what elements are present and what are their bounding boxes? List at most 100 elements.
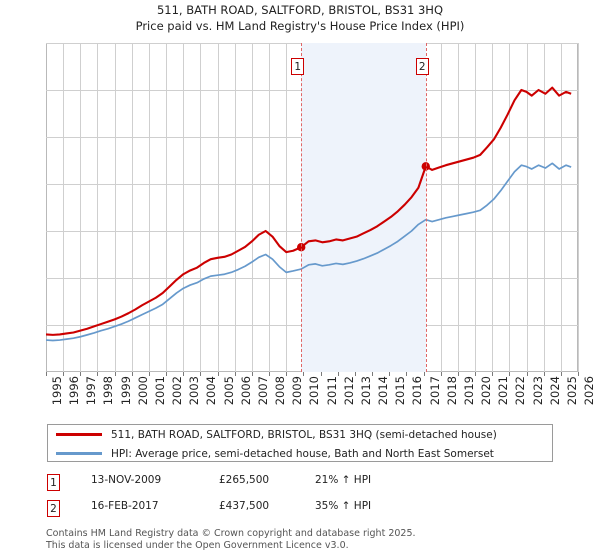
x-axis-tick bbox=[97, 372, 99, 376]
series-line-property bbox=[46, 86, 572, 336]
x-axis-tick bbox=[217, 372, 219, 376]
x-axis-tick-label: 2020 bbox=[479, 376, 494, 406]
x-axis-tick-label: 2022 bbox=[513, 376, 528, 406]
transaction-date: 16-FEB-2017 bbox=[91, 500, 159, 512]
x-axis-tick bbox=[543, 372, 545, 376]
footer-attribution: Contains HM Land Registry data © Crown c… bbox=[46, 528, 586, 551]
transaction-hpi-delta: 21% ↑ HPI bbox=[315, 474, 372, 486]
transaction-price: £265,500 bbox=[219, 474, 270, 486]
gridline-vertical bbox=[131, 43, 133, 372]
gridline-vertical bbox=[543, 43, 545, 372]
x-axis-tick-label: 1999 bbox=[118, 376, 133, 406]
x-axis-tick-label: 2023 bbox=[530, 376, 545, 406]
x-axis-tick bbox=[578, 372, 579, 376]
x-axis-tick bbox=[200, 372, 202, 376]
x-axis-tick-label: 2012 bbox=[341, 376, 356, 406]
transaction-row[interactable]: 1 13-NOV-2009 £265,500 21% ↑ HPI bbox=[47, 474, 527, 492]
x-axis-tick bbox=[423, 372, 425, 376]
legend-label-series2: HPI: Average price, semi-detached house,… bbox=[111, 447, 494, 460]
x-axis-tick bbox=[303, 372, 305, 376]
x-axis-tick bbox=[509, 372, 511, 376]
gridline-vertical bbox=[269, 43, 271, 372]
gridline-vertical bbox=[475, 43, 477, 372]
x-axis-tick bbox=[475, 372, 477, 376]
x-axis-tick-label: 1998 bbox=[101, 376, 116, 406]
x-axis-tick-label: 2025 bbox=[564, 376, 579, 406]
x-axis-tick-label: 2026 bbox=[582, 376, 596, 406]
x-axis-tick bbox=[114, 372, 116, 376]
gridline-vertical bbox=[509, 43, 511, 372]
price-chart bbox=[46, 43, 579, 376]
gridline-vertical bbox=[251, 43, 253, 372]
transaction-marker-line bbox=[425, 43, 427, 372]
x-axis-tick bbox=[372, 372, 374, 376]
legend-label-series1: 511, BATH ROAD, SALTFORD, BRISTOL, BS31 … bbox=[111, 428, 497, 441]
x-axis-tick bbox=[251, 372, 253, 376]
x-axis-tick bbox=[80, 372, 82, 376]
gridline-vertical bbox=[440, 43, 442, 372]
x-axis-tick-label: 2004 bbox=[204, 376, 219, 406]
gridline-vertical bbox=[200, 43, 202, 372]
gridline-vertical bbox=[97, 43, 99, 372]
x-axis-tick-label: 2002 bbox=[170, 376, 185, 406]
x-axis-tick-label: 2005 bbox=[221, 376, 236, 406]
x-axis-tick-label: 2014 bbox=[376, 376, 391, 406]
x-axis-tick-label: 2019 bbox=[461, 376, 476, 406]
x-axis-tick bbox=[320, 372, 322, 376]
transaction-price: £437,500 bbox=[219, 500, 270, 512]
x-axis-tick bbox=[63, 372, 65, 376]
chart-marker-badge-1: 1 bbox=[291, 58, 305, 75]
x-axis-tick-label: 2017 bbox=[427, 376, 442, 406]
legend-swatch-series2 bbox=[56, 452, 102, 455]
gridline-vertical bbox=[560, 43, 562, 372]
x-axis-tick-label: 2007 bbox=[255, 376, 270, 406]
series-line-hpi bbox=[46, 162, 572, 342]
x-axis-tick bbox=[406, 372, 408, 376]
gridline-vertical bbox=[286, 43, 288, 372]
gridline-vertical bbox=[114, 43, 116, 372]
x-axis-tick bbox=[148, 372, 150, 376]
x-axis-tick-label: 2015 bbox=[393, 376, 408, 406]
x-axis-tick-label: 2009 bbox=[290, 376, 305, 406]
gridline-vertical bbox=[148, 43, 150, 372]
title-line-1: 511, BATH ROAD, SALTFORD, BRISTOL, BS31 … bbox=[156, 3, 444, 17]
transaction-marker-line bbox=[301, 43, 303, 372]
x-axis-tick bbox=[560, 372, 562, 376]
gridline-vertical bbox=[457, 43, 459, 372]
gridline-vertical bbox=[183, 43, 185, 372]
x-axis-tick bbox=[492, 372, 494, 376]
x-axis-tick-label: 2018 bbox=[444, 376, 459, 406]
x-axis-tick-label: 2016 bbox=[410, 376, 425, 406]
x-axis-tick-label: 2008 bbox=[273, 376, 288, 406]
series-lines bbox=[46, 86, 572, 342]
x-axis-tick-label: 1997 bbox=[84, 376, 99, 406]
gridline-vertical bbox=[80, 43, 82, 372]
x-axis-tick bbox=[234, 372, 236, 376]
x-axis-tick bbox=[526, 372, 528, 376]
x-axis-tick-label: 1996 bbox=[67, 376, 82, 406]
x-axis-tick bbox=[337, 372, 339, 376]
transaction-date: 13-NOV-2009 bbox=[91, 474, 162, 486]
chart-marker-badge-2: 2 bbox=[415, 58, 429, 75]
x-axis-tick-label: 1995 bbox=[50, 376, 64, 406]
x-axis-tick-label: 2021 bbox=[496, 376, 511, 406]
transaction-index-badge: 2 bbox=[47, 500, 60, 517]
transaction-row[interactable]: 2 16-FEB-2017 £437,500 35% ↑ HPI bbox=[47, 500, 527, 518]
x-axis-tick bbox=[131, 372, 133, 376]
gridline-vertical bbox=[166, 43, 168, 372]
page-title: 511, BATH ROAD, SALTFORD, BRISTOL, BS31 … bbox=[0, 2, 600, 34]
gridline-vertical bbox=[492, 43, 494, 372]
x-axis-tick bbox=[183, 372, 185, 376]
chart-legend: 511, BATH ROAD, SALTFORD, BRISTOL, BS31 … bbox=[47, 424, 553, 462]
x-axis-tick bbox=[457, 372, 459, 376]
gridline-vertical bbox=[526, 43, 528, 372]
x-axis-tick bbox=[286, 372, 288, 376]
x-axis-tick-label: 2006 bbox=[238, 376, 253, 406]
x-axis-tick-label: 2000 bbox=[135, 376, 150, 406]
gridline-vertical bbox=[63, 43, 65, 372]
x-axis-tick-label: 2024 bbox=[547, 376, 562, 406]
x-axis-tick bbox=[166, 372, 168, 376]
x-axis-tick-label: 2003 bbox=[187, 376, 202, 406]
footer-line-1: Contains HM Land Registry data © Crown c… bbox=[46, 528, 416, 539]
x-axis-labels: 1995 1996 1997 1998 1999 2000 2001 2002 2003 2004… bbox=[46, 376, 596, 410]
